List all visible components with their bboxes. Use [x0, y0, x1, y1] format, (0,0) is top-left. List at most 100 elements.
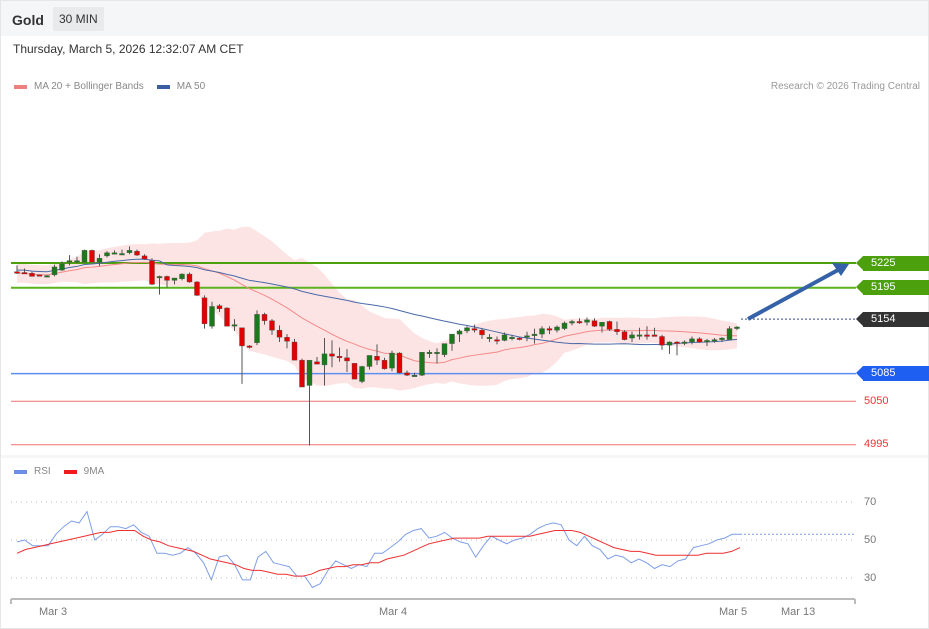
rsi-legend: RSI 9MA: [14, 466, 117, 477]
candle-body: [224, 307, 230, 327]
candle-body: [246, 345, 253, 348]
legend-item-ma20-bb: MA 20 + Bollinger Bands: [14, 81, 144, 92]
candle-body: [426, 352, 433, 354]
legend-label: MA 50: [176, 81, 206, 92]
level-label-5050: 5050: [864, 395, 889, 407]
candle-body: [149, 260, 155, 285]
candle-body: [546, 328, 553, 331]
candle-body: [59, 263, 65, 271]
candle-body: [419, 352, 425, 376]
level-value: 5195: [871, 281, 896, 293]
level-label-4995: 4995: [864, 438, 889, 450]
candle-body: [104, 252, 110, 257]
candle-body: [449, 333, 455, 344]
candle-body: [21, 272, 28, 275]
candle-body: [89, 250, 95, 263]
candle-body: [321, 353, 328, 366]
candle-body: [366, 355, 373, 367]
candle-body: [681, 341, 688, 344]
candle-body: [269, 320, 275, 331]
candle-body: [531, 333, 538, 336]
candle-body: [719, 337, 725, 340]
candle-body: [599, 322, 605, 327]
forecast-arrow-head: [832, 263, 849, 276]
candle-body: [344, 357, 350, 362]
candle-body: [659, 336, 665, 346]
candle-body: [471, 328, 478, 331]
candle-body: [621, 331, 628, 340]
rsi-9ma-line: [16, 530, 741, 577]
ma50-line: [17, 258, 738, 346]
candle-body: [239, 327, 245, 347]
legend-item-ma50: MA 50: [156, 81, 206, 92]
legend-swatch: [14, 469, 27, 474]
candle-body: [464, 327, 470, 332]
candle-body: [51, 266, 58, 276]
candle-body: [299, 359, 305, 388]
candle-body: [404, 372, 410, 376]
candle-body: [516, 337, 523, 340]
candle-body: [591, 320, 598, 327]
forecast-arrow-shaft: [747, 268, 839, 321]
timeframe-badge[interactable]: 30 MIN: [53, 7, 104, 31]
candle-body: [704, 340, 710, 343]
candle-body: [614, 329, 620, 332]
candle-body: [524, 335, 530, 338]
candle-body: [651, 334, 658, 337]
candle-body: [561, 322, 568, 329]
level-value: 5225: [871, 257, 896, 269]
candle-body: [74, 260, 80, 263]
candle-body: [29, 273, 35, 277]
candle-body: [119, 253, 125, 256]
level-tag-5085: 5085: [856, 366, 929, 381]
candle-body: [44, 275, 50, 278]
candle-body: [284, 337, 290, 342]
x-tick-mar13: Mar 13: [781, 606, 816, 618]
bollinger-band: [17, 226, 737, 391]
level-value: 5085: [871, 367, 896, 379]
candle-body: [329, 353, 335, 357]
legend-label: RSI: [34, 466, 51, 477]
candle-body: [306, 359, 313, 386]
x-tick-mar5: Mar 5: [719, 606, 748, 618]
legend-swatch: [156, 84, 170, 89]
rsi-tick-50: 50: [864, 534, 877, 546]
candle-body: [254, 314, 260, 343]
candle-body: [194, 281, 200, 296]
candle-body: [111, 252, 118, 255]
candle-body: [479, 329, 485, 336]
candle-body: [674, 341, 680, 344]
candle-body: [141, 255, 148, 260]
candle-body: [186, 273, 193, 283]
candle-body: [179, 273, 185, 279]
candle-body: [81, 250, 88, 263]
panel-separator: [1, 455, 928, 458]
candle-body: [509, 337, 515, 339]
legend-swatch: [14, 84, 27, 89]
candle-body: [66, 260, 73, 263]
candle-body: [374, 356, 380, 361]
candle-body: [209, 306, 215, 327]
level-value: 5154: [871, 313, 896, 325]
candle-body: [456, 330, 463, 335]
candle-body: [486, 337, 493, 339]
x-tick-mar3: Mar 3: [39, 606, 68, 618]
rsi-tick-70: 70: [864, 496, 877, 508]
rsi-tick-30: 30: [864, 572, 877, 584]
candle-body: [644, 334, 650, 337]
candle-body: [396, 352, 403, 374]
candle-body: [606, 321, 613, 330]
candle-body: [291, 341, 298, 361]
legend-item-9ma: 9MA: [63, 466, 104, 477]
candle-body: [171, 277, 178, 281]
candle-body: [36, 274, 43, 277]
candle-body: [351, 363, 358, 380]
candle-body: [554, 326, 560, 331]
candle-body: [96, 258, 103, 263]
candle-body: [569, 321, 575, 324]
candle-body: [359, 366, 365, 382]
candle-body: [584, 319, 590, 323]
candle-body: [711, 339, 718, 342]
candle-body: [261, 314, 268, 321]
